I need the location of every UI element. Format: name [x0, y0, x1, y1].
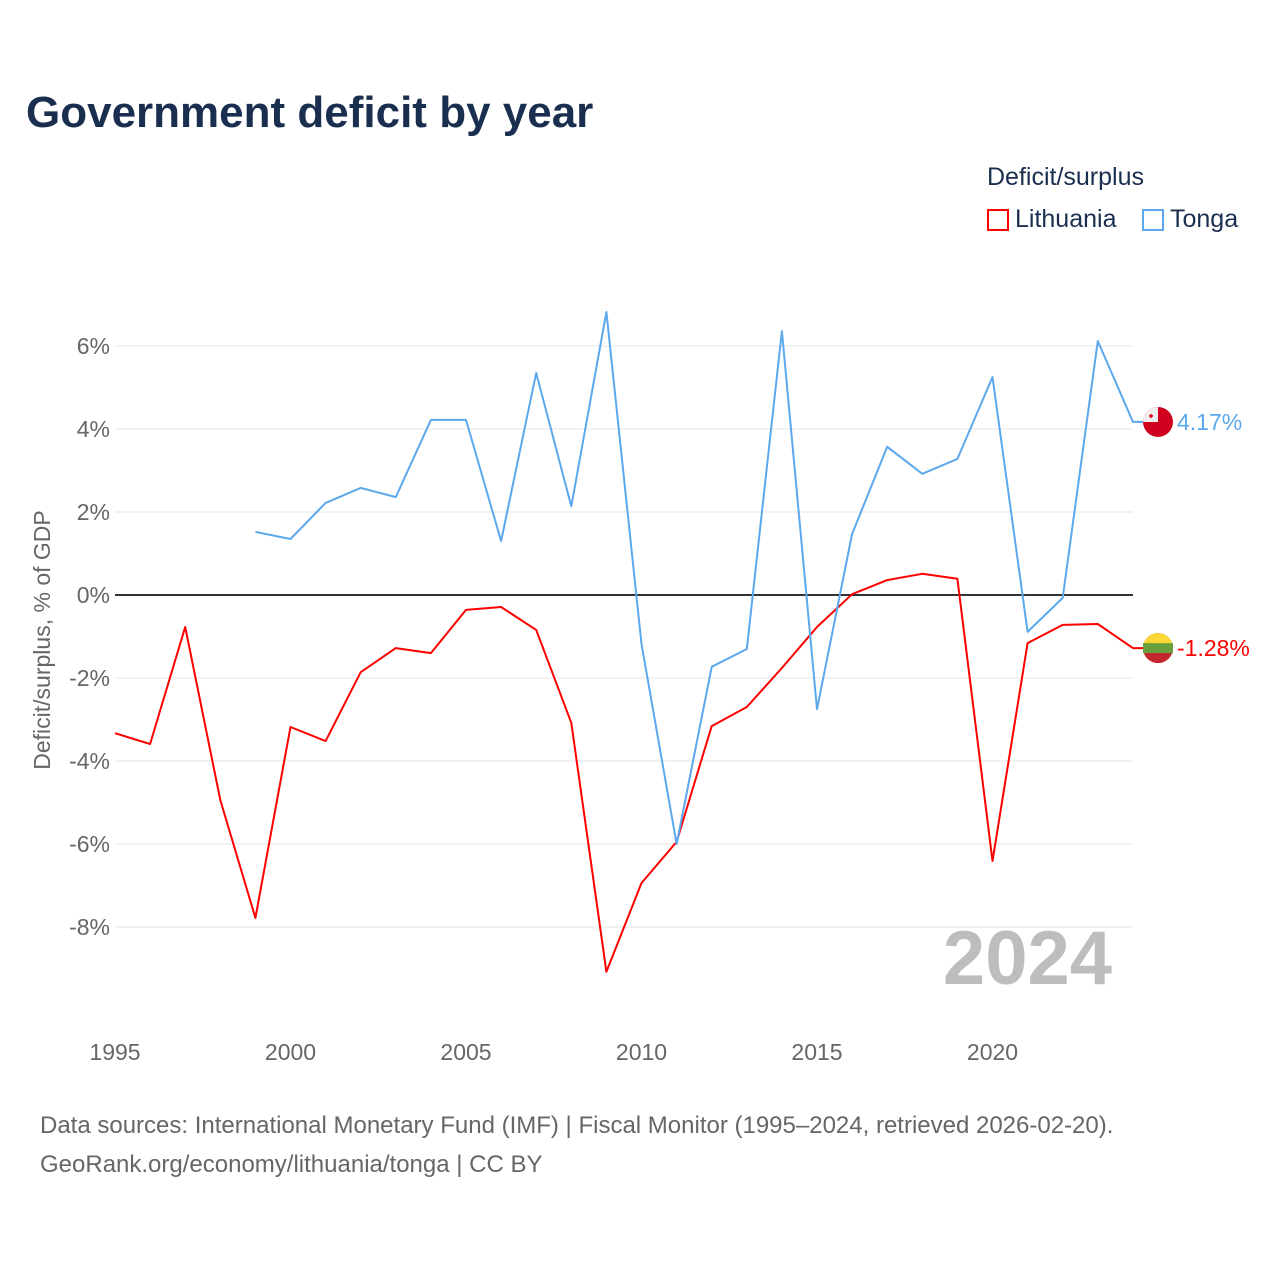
- end-value-label: 4.17%: [1177, 409, 1242, 435]
- x-tick-label: 2015: [791, 1039, 842, 1065]
- legend-swatch: [987, 208, 1009, 231]
- y-tick-label: 0%: [77, 582, 110, 608]
- x-tick-label: 2010: [616, 1039, 667, 1065]
- series-line-lithuania: [114, 572, 1158, 973]
- legend-item-lithuania[interactable]: Lithuania: [987, 205, 1116, 234]
- end-value-label: -1.28%: [1177, 635, 1250, 661]
- year-watermark: 2024: [943, 916, 1112, 1001]
- y-tick-label: -2%: [69, 665, 110, 691]
- x-tick-label: 2005: [440, 1039, 491, 1065]
- source-line: Data sources: International Monetary Fun…: [40, 1112, 1114, 1139]
- series-line-tonga: [255, 311, 1158, 845]
- legend-title: Deficit/surplus: [987, 163, 1144, 191]
- y-tick-label: -8%: [69, 914, 110, 940]
- source-note: Data sources: International Monetary Fun…: [40, 1106, 1113, 1184]
- y-tick-label: 6%: [77, 333, 110, 359]
- legend-label: Tonga: [1170, 205, 1239, 233]
- tonga-flag-cross: [1149, 413, 1153, 418]
- lithuania-flag-green: [1143, 643, 1173, 654]
- chart-title: Government deficit by year: [26, 88, 594, 137]
- y-tick-label: 4%: [77, 416, 110, 442]
- legend-label: Lithuania: [1015, 205, 1117, 233]
- legend-swatch: [1142, 208, 1164, 231]
- x-tick-label: 2000: [265, 1039, 316, 1065]
- x-tick-label: 1995: [89, 1039, 140, 1065]
- source-link[interactable]: GeoRank.org/economy/lithuania/tonga | CC…: [40, 1151, 543, 1178]
- x-tick-label: 2020: [967, 1039, 1018, 1065]
- y-tick-label: -4%: [69, 748, 110, 774]
- legend-item-tonga[interactable]: Tonga: [1142, 205, 1238, 234]
- y-tick-label: -6%: [69, 831, 110, 857]
- y-axis-label: Deficit/surplus, % of GDP: [29, 510, 55, 769]
- y-tick-label: 2%: [77, 499, 110, 525]
